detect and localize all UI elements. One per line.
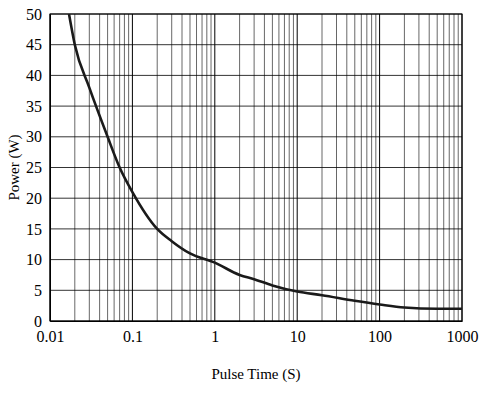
grid-line [50, 198, 462, 199]
y-tick-label: 5 [34, 282, 42, 299]
y-tick: 25 [26, 159, 50, 176]
y-tick-label: 45 [26, 36, 42, 53]
y-tick-label: 30 [26, 128, 42, 145]
chart: 0.01 0.1 1 10 100 1000 0 5 10 15 20 25 30 35 40 45 50 Pul… [0, 0, 488, 401]
x-tick-label: 0.1 [123, 328, 143, 345]
y-axis-line [50, 15, 51, 322]
grid [50, 14, 462, 321]
x-tick: 0.1 [123, 321, 143, 345]
x-axis-line [51, 321, 463, 322]
y-tick: 35 [26, 98, 50, 115]
x-tick: 1000 [447, 321, 479, 345]
y-tick: 45 [26, 36, 50, 53]
grid-line [50, 44, 462, 45]
x-axis: 0.01 0.1 1 10 100 1000 [37, 321, 479, 345]
y-tick: 50 [26, 6, 50, 23]
y-tick-label: 25 [26, 159, 42, 176]
x-tick: 1 [211, 321, 219, 345]
y-tick: 5 [34, 282, 50, 299]
y-tick: 30 [26, 128, 50, 145]
plot-frame [50, 14, 462, 321]
y-tick-label: 20 [26, 190, 42, 207]
y-tick: 20 [26, 190, 50, 207]
y-axis-title: Power (W) [6, 134, 23, 200]
y-tick: 10 [26, 251, 50, 268]
grid-line [50, 228, 462, 229]
marks [69, 14, 462, 309]
grid-line [50, 75, 462, 76]
grid-line [50, 290, 462, 291]
y-tick-label: 10 [26, 251, 42, 268]
y-tick-label: 35 [26, 98, 42, 115]
grid-line [50, 167, 462, 168]
x-tick-label: 10 [290, 328, 306, 345]
x-axis-title: Pulse Time (S) [211, 366, 300, 383]
y-tick: 15 [26, 221, 50, 238]
x-tick: 10 [290, 321, 306, 345]
plot: 0.01 0.1 1 10 100 1000 0 5 10 15 20 25 30 35 40 45 50 [26, 6, 479, 346]
grid-line [50, 259, 462, 260]
x-tick-label: 0.01 [37, 328, 65, 345]
y-tick: 40 [26, 67, 50, 84]
grid-line [50, 106, 462, 107]
x-tick-label: 100 [368, 328, 392, 345]
y-tick-label: 40 [26, 67, 42, 84]
x-tick-label: 1000 [447, 328, 479, 345]
x-tick: 100 [368, 321, 392, 345]
y-axis: 0 5 10 15 20 25 30 35 40 45 50 [26, 6, 51, 330]
x-tick-label: 1 [211, 328, 219, 345]
y-tick-label: 50 [26, 6, 42, 23]
y-tick: 0 [34, 313, 50, 330]
y-tick-label: 15 [26, 221, 42, 238]
grid-line [50, 136, 462, 137]
y-tick-label: 0 [34, 313, 42, 330]
series-line [69, 14, 462, 309]
